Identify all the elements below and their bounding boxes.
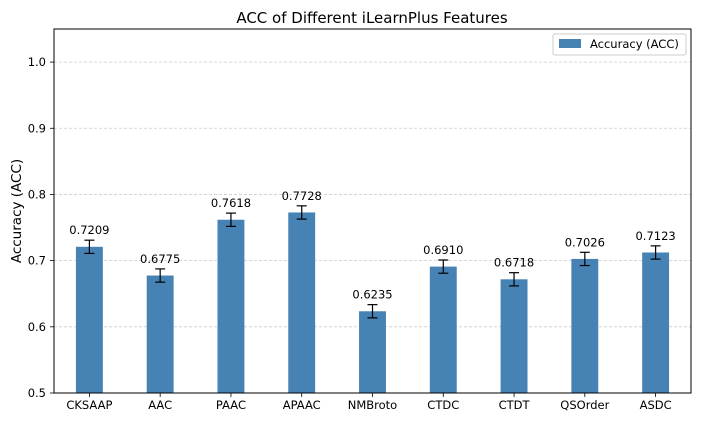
y-tick-label: 0.6 <box>28 320 46 334</box>
x-tick-label: CTDT <box>499 398 531 412</box>
x-tick-label: APAAC <box>283 398 321 412</box>
legend-label: Accuracy (ACC) <box>590 37 679 51</box>
y-tick-label: 0.8 <box>28 187 46 201</box>
y-tick-label: 0.7 <box>28 254 46 268</box>
x-tick-label: QSOrder <box>560 398 609 412</box>
bar-aac <box>146 275 174 393</box>
legend-swatch <box>559 39 581 48</box>
x-tick-label: AAC <box>148 398 172 412</box>
data-label: 0.7026 <box>565 235 605 249</box>
y-axis-title: Accuracy (ACC) <box>9 159 25 263</box>
bar-asdc <box>642 252 670 393</box>
bar-layer: 0.7209 0.6775 0.7618 0.7728 0.6235 0.6910 0.67… <box>69 189 676 393</box>
y-tick-label: 1.0 <box>28 55 46 69</box>
bar-cksaap <box>75 246 103 393</box>
axis-layer: 0.5 0.6 0.7 0.8 0.9 1.0 CKSAAP AAC PAAC APAAC NMBr… <box>28 28 692 412</box>
x-tick-label: CKSAAP <box>66 398 112 412</box>
y-tick-label: 0.9 <box>28 121 46 135</box>
bar-ctdc <box>429 266 457 393</box>
bar-paac <box>217 219 245 393</box>
data-label: 0.7728 <box>282 189 322 203</box>
legend: Accuracy (ACC) <box>552 33 687 56</box>
chart-title: ACC of Different iLearnPlus Features <box>236 9 508 27</box>
data-label: 0.7123 <box>635 229 675 243</box>
y-tick-label: 0.5 <box>28 386 46 400</box>
bar-apaac <box>288 212 316 393</box>
bar-nmbroto <box>359 311 386 393</box>
x-tick-label: ASDC <box>640 398 672 412</box>
x-tick-label: NMBroto <box>348 398 397 412</box>
bar-qsorder <box>571 258 599 393</box>
data-label: 0.6910 <box>423 243 463 257</box>
data-label: 0.7618 <box>211 196 251 210</box>
data-label: 0.6718 <box>494 256 534 270</box>
plot-frame <box>53 28 692 394</box>
data-label: 0.6235 <box>352 288 392 302</box>
bar-ctdt <box>500 279 528 393</box>
x-tick-label: CTDC <box>427 398 459 412</box>
x-tick-label: PAAC <box>216 398 246 412</box>
data-label: 0.6775 <box>140 252 180 266</box>
legend-frame <box>552 33 687 56</box>
data-label: 0.7209 <box>69 223 109 237</box>
